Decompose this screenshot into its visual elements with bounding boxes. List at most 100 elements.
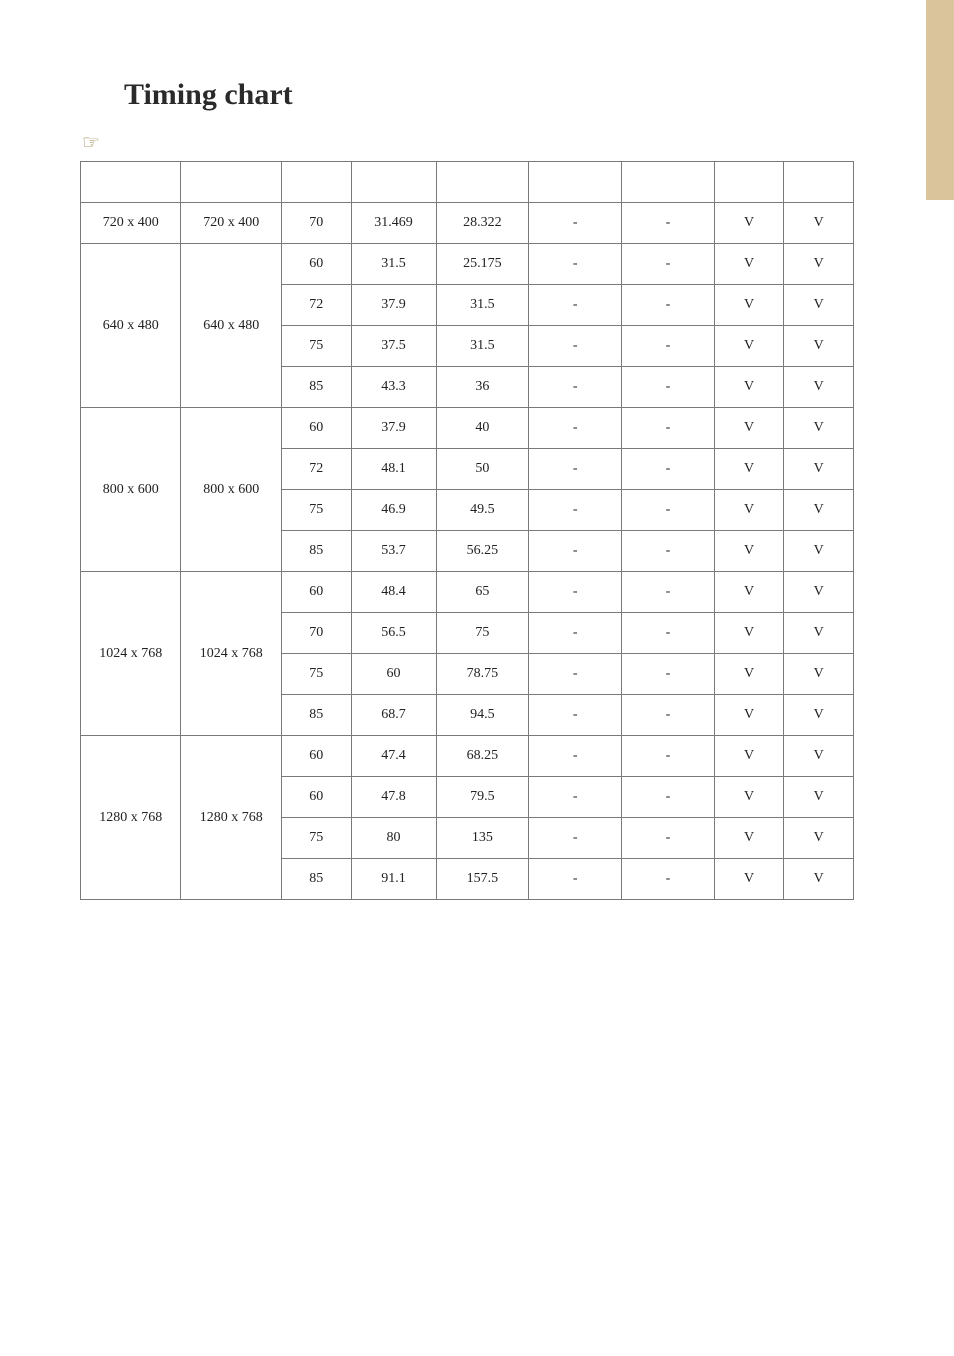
- col6-cell: -: [622, 449, 715, 490]
- col5-cell: -: [529, 449, 622, 490]
- side-tab-decor: [926, 0, 954, 200]
- col7-cell: V: [714, 244, 784, 285]
- hfreq-cell: 37.9: [351, 285, 436, 326]
- col5-cell: -: [529, 490, 622, 531]
- col7-cell: V: [714, 408, 784, 449]
- col6-cell: -: [622, 408, 715, 449]
- hz-cell: 72: [281, 285, 351, 326]
- table-row: 1024 x 7681024 x 7686048.465--VV: [81, 572, 854, 613]
- pclk-cell: 135: [436, 818, 529, 859]
- col7-cell: V: [714, 736, 784, 777]
- col6-cell: -: [622, 859, 715, 900]
- hz-cell: 60: [281, 777, 351, 818]
- hfreq-cell: 56.5: [351, 613, 436, 654]
- col7-cell: V: [714, 695, 784, 736]
- resolution-cell: 720 x 400: [181, 203, 281, 244]
- col6-cell: -: [622, 490, 715, 531]
- hfreq-cell: 68.7: [351, 695, 436, 736]
- hfreq-cell: 47.8: [351, 777, 436, 818]
- hz-cell: 75: [281, 818, 351, 859]
- col6-cell: -: [622, 695, 715, 736]
- table-row: 720 x 400720 x 4007031.46928.322--VV: [81, 203, 854, 244]
- pclk-cell: 75: [436, 613, 529, 654]
- pclk-cell: 78.75: [436, 654, 529, 695]
- col6-cell: -: [622, 818, 715, 859]
- col7-cell: V: [714, 285, 784, 326]
- pclk-cell: 157.5: [436, 859, 529, 900]
- col5-cell: -: [529, 203, 622, 244]
- col5-cell: -: [529, 695, 622, 736]
- pclk-cell: 31.5: [436, 326, 529, 367]
- hz-cell: 60: [281, 572, 351, 613]
- table-row: 640 x 480640 x 4806031.525.175--VV: [81, 244, 854, 285]
- hfreq-cell: 48.4: [351, 572, 436, 613]
- pclk-cell: 31.5: [436, 285, 529, 326]
- hfreq-cell: 60: [351, 654, 436, 695]
- hz-cell: 60: [281, 736, 351, 777]
- col8-cell: V: [784, 326, 854, 367]
- pclk-cell: 28.322: [436, 203, 529, 244]
- col8-cell: V: [784, 859, 854, 900]
- hfreq-cell: 43.3: [351, 367, 436, 408]
- col8-cell: V: [784, 736, 854, 777]
- col7-cell: V: [714, 531, 784, 572]
- hfreq-cell: 37.9: [351, 408, 436, 449]
- pclk-cell: 49.5: [436, 490, 529, 531]
- col5-cell: -: [529, 367, 622, 408]
- col6-cell: -: [622, 777, 715, 818]
- col5-cell: -: [529, 859, 622, 900]
- col7-cell: V: [714, 326, 784, 367]
- col6-cell: -: [622, 572, 715, 613]
- col7-cell: V: [714, 203, 784, 244]
- pclk-cell: 56.25: [436, 531, 529, 572]
- col8-cell: V: [784, 244, 854, 285]
- col8-cell: V: [784, 695, 854, 736]
- pclk-cell: 79.5: [436, 777, 529, 818]
- col7-cell: V: [714, 367, 784, 408]
- table-header-cell: [81, 162, 181, 203]
- table-header-cell: [281, 162, 351, 203]
- col5-cell: -: [529, 736, 622, 777]
- hz-cell: 60: [281, 244, 351, 285]
- col7-cell: V: [714, 572, 784, 613]
- hz-cell: 75: [281, 654, 351, 695]
- hz-cell: 75: [281, 326, 351, 367]
- hfreq-cell: 91.1: [351, 859, 436, 900]
- col8-cell: V: [784, 203, 854, 244]
- col5-cell: -: [529, 531, 622, 572]
- pclk-cell: 25.175: [436, 244, 529, 285]
- col8-cell: V: [784, 367, 854, 408]
- col6-cell: -: [622, 613, 715, 654]
- hfreq-cell: 31.5: [351, 244, 436, 285]
- table-header-cell: [784, 162, 854, 203]
- col5-cell: -: [529, 408, 622, 449]
- mode-cell: 640 x 480: [81, 244, 181, 408]
- table-header-cell: [436, 162, 529, 203]
- col7-cell: V: [714, 449, 784, 490]
- hand-pointer-icon: ☞: [82, 130, 854, 155]
- col5-cell: -: [529, 326, 622, 367]
- pclk-cell: 65: [436, 572, 529, 613]
- hfreq-cell: 46.9: [351, 490, 436, 531]
- hz-cell: 75: [281, 490, 351, 531]
- mode-cell: 800 x 600: [81, 408, 181, 572]
- page-root: Timing chart ☞ 720 x 400720 x 4007031.46…: [0, 0, 954, 960]
- resolution-cell: 1280 x 768: [181, 736, 281, 900]
- col6-cell: -: [622, 203, 715, 244]
- col6-cell: -: [622, 654, 715, 695]
- col8-cell: V: [784, 285, 854, 326]
- col6-cell: -: [622, 736, 715, 777]
- hfreq-cell: 31.469: [351, 203, 436, 244]
- col7-cell: V: [714, 490, 784, 531]
- col8-cell: V: [784, 818, 854, 859]
- table-row: 800 x 600800 x 6006037.940--VV: [81, 408, 854, 449]
- hz-cell: 60: [281, 408, 351, 449]
- pclk-cell: 94.5: [436, 695, 529, 736]
- hz-cell: 70: [281, 203, 351, 244]
- hz-cell: 85: [281, 695, 351, 736]
- table-header-cell: [714, 162, 784, 203]
- hfreq-cell: 80: [351, 818, 436, 859]
- page-title: Timing chart: [124, 78, 854, 112]
- resolution-cell: 800 x 600: [181, 408, 281, 572]
- col6-cell: -: [622, 326, 715, 367]
